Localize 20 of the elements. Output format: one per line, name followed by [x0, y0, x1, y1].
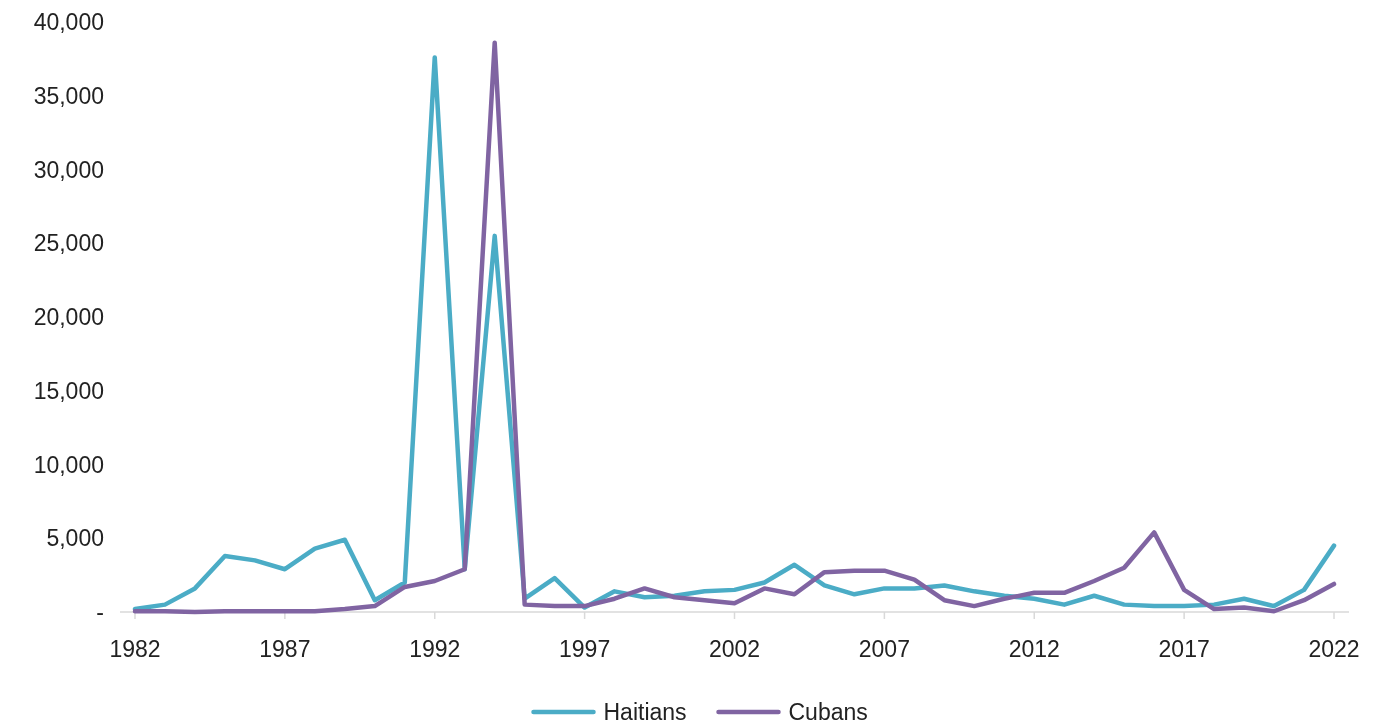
y-tick-label: 5,000	[46, 525, 104, 552]
x-tick-label: 2002	[708, 636, 761, 662]
y-tick-label: 30,000	[33, 156, 104, 183]
x-tick-label: 1987	[259, 636, 311, 662]
x-tick-label: 2022	[1308, 636, 1360, 662]
x-tick-label: 1992	[409, 636, 461, 662]
y-tick-label: 25,000	[33, 230, 104, 257]
y-tick-label: 10,000	[33, 451, 104, 478]
x-tick-label: 2007	[858, 636, 910, 662]
x-tick-label: 1982	[109, 636, 161, 662]
y-tick-label: 20,000	[33, 304, 104, 331]
y-tick-label: 40,000	[33, 9, 104, 36]
legend-label: Haitians	[603, 699, 687, 725]
legend-label: Cubans	[788, 699, 868, 725]
y-tick-label: -	[96, 599, 104, 626]
x-tick-label: 1997	[559, 636, 611, 662]
x-tick-label: 2017	[1158, 636, 1210, 662]
y-tick-label: 35,000	[33, 82, 104, 109]
y-tick-label: 15,000	[33, 377, 104, 404]
x-tick-label: 2012	[1008, 636, 1060, 662]
